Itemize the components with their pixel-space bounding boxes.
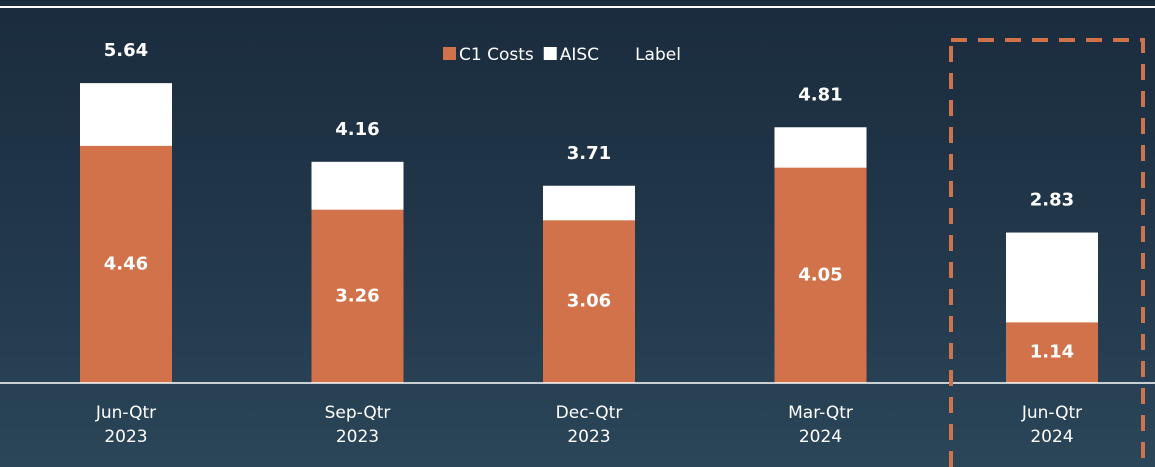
total-label: 2.83 — [1030, 190, 1074, 211]
segment-label: 4.05 — [798, 264, 842, 285]
x-tick-label: Mar-Qtr 2024 — [788, 403, 853, 447]
x-tick-label: Jun-Qtr 2023 — [95, 403, 157, 447]
segment-label: 4.46 — [104, 253, 148, 274]
x-tick-label: Jun-Qtr 2024 — [1021, 403, 1083, 447]
total-label: 4.16 — [335, 119, 379, 140]
x-tick-label: Sep-Qtr 2023 — [324, 403, 391, 447]
segment-label: 3.06 — [567, 291, 611, 312]
bar — [311, 209, 404, 383]
segment-label: 3.26 — [335, 285, 379, 306]
x-tick-label: Dec-Qtr 2023 — [555, 403, 623, 447]
bar — [1006, 322, 1098, 383]
total-label: 3.71 — [567, 143, 611, 164]
bar — [774, 167, 867, 383]
legend-label: AISC — [560, 45, 599, 65]
total-label: 4.81 — [798, 84, 842, 105]
highlight-box — [949, 38, 1145, 467]
legend-label: Label — [635, 45, 681, 65]
bar — [543, 220, 635, 383]
segment-label: 1.14 — [1030, 342, 1074, 363]
legend-label: C1 Costs — [459, 45, 534, 65]
legend-swatch — [443, 47, 456, 60]
total-label: 5.64 — [104, 40, 148, 61]
legend-swatch — [543, 47, 557, 60]
bar — [80, 145, 172, 383]
